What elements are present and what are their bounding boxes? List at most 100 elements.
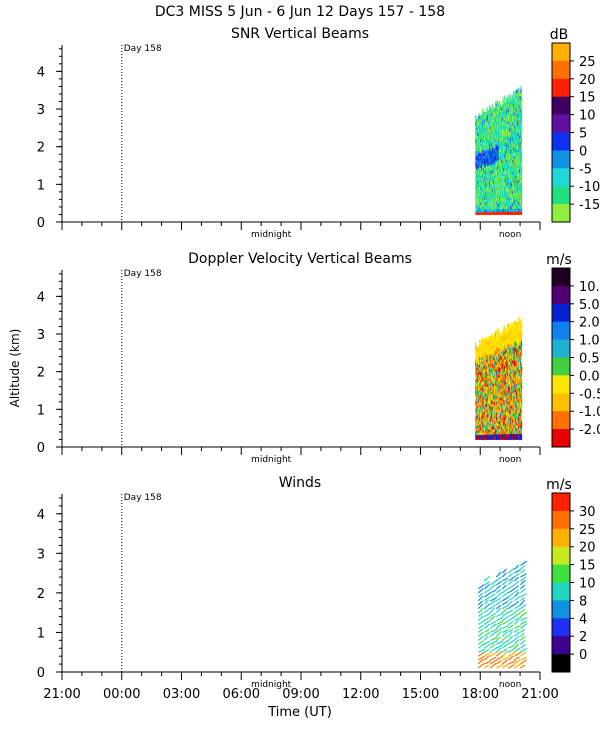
heatmap-cell <box>475 115 476 118</box>
heatmap-cell <box>502 100 503 103</box>
heatmap-cell <box>497 100 498 103</box>
colorbar-segment <box>552 133 570 151</box>
heatmap-cell <box>521 104 522 108</box>
heatmap-cell <box>516 90 517 94</box>
colorbar-segment <box>552 79 570 97</box>
heatmap-cell <box>521 91 522 95</box>
heatmap-cell <box>521 170 522 174</box>
heatmap-cell <box>521 161 522 165</box>
colorbar-label: 5 <box>579 127 587 142</box>
heatmap-cell <box>508 97 509 100</box>
heatmap-cell <box>514 91 515 94</box>
heatmap-cell <box>481 114 482 117</box>
heatmap-cell <box>498 328 499 331</box>
heatmap-cell <box>518 88 519 92</box>
heatmap-cell <box>521 199 522 203</box>
colorbar-segment <box>552 168 570 186</box>
colorbar-segment <box>552 61 570 79</box>
y-tick-label: 0 <box>37 216 45 231</box>
heatmap-cell <box>491 332 492 335</box>
heatmap-cell <box>495 331 496 334</box>
colorbar-unit: dB <box>550 27 569 43</box>
midnight-label: midnight <box>251 230 292 240</box>
heatmap-cell <box>479 340 480 343</box>
heatmap-cell <box>521 107 522 111</box>
colorbar-label: 15 <box>579 91 596 106</box>
heatmap-cell <box>521 211 522 215</box>
y-axis-label: Altitude (km) <box>8 329 22 408</box>
y-tick-label: 3 <box>37 103 45 118</box>
heatmap-cell <box>521 173 522 177</box>
heatmap-cell <box>504 96 505 99</box>
heatmap-cell <box>521 113 522 117</box>
heatmap-cell <box>475 342 476 345</box>
colorbar-segment <box>552 186 570 204</box>
y-tick-label: 1 <box>37 178 45 193</box>
heatmap-cell <box>521 148 522 152</box>
data-region <box>475 317 522 439</box>
heatmap-cell <box>499 332 500 335</box>
colorbar-segment <box>552 97 570 115</box>
heatmap-cell <box>521 98 522 102</box>
heatmap-cell <box>483 339 484 342</box>
colorbar-segment <box>552 204 570 222</box>
colorbar-label: 25 <box>579 55 596 70</box>
heatmap-cell <box>488 339 489 342</box>
day-marker-label: Day 158 <box>124 44 162 54</box>
heatmap-cell <box>521 186 522 190</box>
heatmap-cell <box>521 142 522 146</box>
heatmap-cell <box>521 192 522 196</box>
heatmap-cell <box>521 151 522 155</box>
heatmap-cell <box>521 129 522 133</box>
heatmap-cell <box>521 180 522 184</box>
colorbar-label: 10 <box>579 109 596 124</box>
heatmap-cell <box>521 120 522 124</box>
colorbar-segment <box>552 43 570 61</box>
heatmap-cell <box>521 126 522 130</box>
heatmap-cell <box>504 99 505 102</box>
heatmap-cell <box>521 101 522 105</box>
heatmap-cell <box>487 108 488 111</box>
colorbar-label: 20 <box>579 73 596 88</box>
heatmap-cell <box>498 331 499 334</box>
figure-title: DC3 MISS 5 Jun - 6 Jun 12 Days 157 - 158 <box>155 4 445 20</box>
heatmap-cell <box>492 104 493 107</box>
heatmap-cell <box>513 94 514 97</box>
colorbar-label: -10 <box>579 180 600 195</box>
heatmap-cell <box>521 158 522 162</box>
heatmap-cell <box>521 164 522 168</box>
heatmap-cell <box>521 208 522 212</box>
heatmap-cell <box>481 340 482 343</box>
colorbar-segment <box>552 115 570 133</box>
heatmap-cell <box>484 112 485 115</box>
heatmap-cell <box>521 136 522 140</box>
heatmap-cell <box>521 94 522 98</box>
heatmap-cell <box>490 107 491 110</box>
heatmap-cell <box>508 323 509 326</box>
heatmap-cell <box>521 145 522 149</box>
noon-label: noon <box>499 230 521 240</box>
heatmap-cell <box>521 196 522 200</box>
heatmap-cell <box>479 342 480 345</box>
heatmap-cell <box>521 154 522 158</box>
heatmap-cell <box>495 334 496 337</box>
heatmap-cell <box>481 342 482 345</box>
heatmap-cell <box>521 205 522 209</box>
heatmap-cell <box>483 109 484 112</box>
heatmap-cell <box>504 325 505 328</box>
colorbar-label: -15 <box>579 198 600 213</box>
colorbar-unit: m/s <box>546 252 572 268</box>
heatmap-cell <box>521 88 522 92</box>
heatmap-cell <box>513 91 514 94</box>
colorbar-label: -5 <box>579 162 592 177</box>
colorbar-label: 0 <box>579 144 587 159</box>
heatmap-cell <box>521 132 522 136</box>
colorbar-segment <box>552 150 570 168</box>
data-region <box>475 86 522 215</box>
heatmap-cell <box>521 117 522 121</box>
